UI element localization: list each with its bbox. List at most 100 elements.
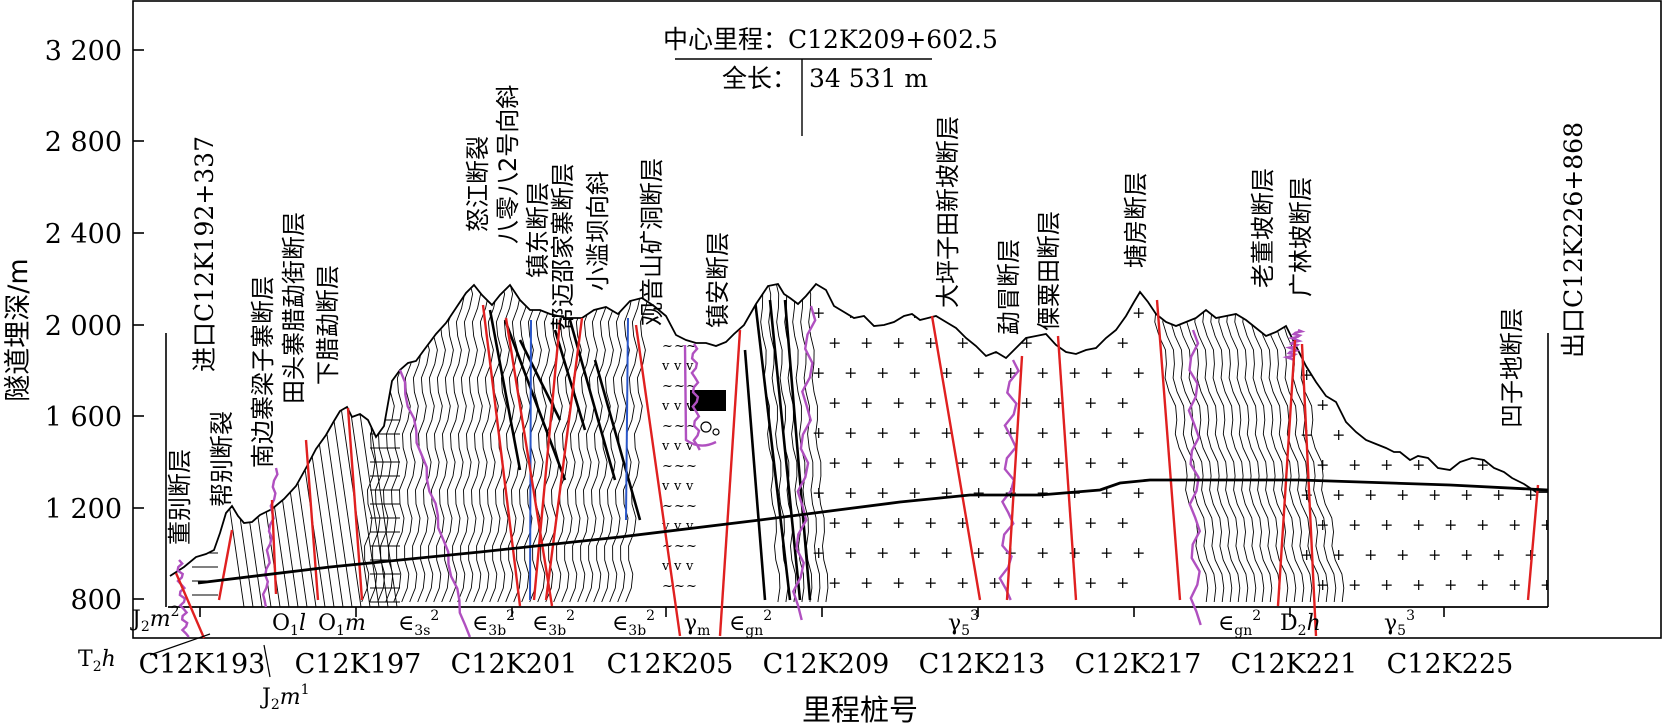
black-fault-stroke (503, 319, 567, 481)
wavy-stroke (609, 284, 634, 603)
hatch-stroke (321, 399, 353, 607)
wavy-stroke (457, 284, 482, 603)
volcanic-mark: ~ (686, 379, 697, 394)
total-length-label: 全长： (722, 64, 797, 93)
granite-mark: + (1036, 543, 1049, 562)
strata-label-gm: γm (684, 611, 710, 639)
fault-lines (174, 299, 1540, 639)
granite-mark: + (828, 513, 841, 532)
exit-label: 出口C12K226+868 (1559, 122, 1588, 358)
rock-patterns: + + + + + + + + + + ++ + + + + + + + ++ + + + + + + + + + ++ + + + + + + + +… (192, 284, 1553, 607)
volcanic-mark: v (661, 359, 670, 374)
granite-mark: + (1036, 363, 1049, 382)
volcanic-mark: ~ (686, 539, 697, 554)
wavy-stroke (625, 284, 650, 603)
granite-mark: + (1396, 365, 1409, 384)
volcanic-mark: v (673, 439, 682, 454)
granite-mark: + (1068, 543, 1081, 562)
wavy-stroke (1236, 284, 1297, 603)
wavy-stroke (1164, 284, 1225, 603)
granite-mark: + (1300, 545, 1313, 564)
volcanic-mark: ~ (686, 459, 697, 474)
contact-line (1187, 329, 1202, 626)
granite-mark: + (1460, 545, 1473, 564)
x-tick-label: C12K205 (607, 649, 734, 680)
granite-mark: + (1348, 395, 1361, 414)
granite-mark: + (908, 363, 921, 382)
granite-mark: + (1476, 455, 1489, 474)
fault-label: 帮迈邵家寨断层 (549, 163, 577, 331)
strata-label-egn2b: ∈gn2 (1218, 608, 1261, 639)
granite-mark: + (1084, 453, 1097, 472)
granite-mark: + (1476, 575, 1489, 594)
granite-mark: + (876, 483, 889, 502)
y-tick-labels: 3 200 2 800 2 400 2 000 1 600 1 200 800 (45, 36, 122, 616)
contact-line (690, 343, 701, 451)
fault-label: 帮别断裂 (208, 411, 236, 507)
fault-label: 老董坡断层 (1249, 168, 1277, 288)
granite-mark: + (1540, 395, 1553, 414)
granite-mark: + (1052, 453, 1065, 472)
granite-mark: + (1444, 515, 1457, 534)
volcanic-mark: v (673, 519, 682, 534)
fault-line (1056, 335, 1078, 601)
fault-line (217, 529, 234, 601)
granite-mark: + (1364, 365, 1377, 384)
black-fault-stroke (488, 309, 522, 471)
granite-mark: + (1508, 455, 1521, 474)
granite-mark: + (844, 423, 857, 442)
wavy-stroke (1156, 284, 1217, 603)
granite-mark: + (1412, 395, 1425, 414)
granite-mark: + (1020, 453, 1033, 472)
granite-mark: + (1396, 425, 1409, 444)
hatch-stroke (348, 399, 380, 607)
wavy-stroke (1196, 284, 1257, 603)
fault-label: 镇东断层 (524, 182, 552, 278)
volcanic-mark: ~ (674, 499, 685, 514)
lithologic-contacts (176, 305, 1306, 638)
granite-mark: + (972, 363, 985, 382)
granite-mark: + (1052, 573, 1065, 592)
wavy-stroke (585, 284, 610, 603)
strata-label-e3s2: ∈3s2 (398, 608, 439, 639)
granite-mark: + (1084, 393, 1097, 412)
sedimentary-hatch-pattern (213, 399, 398, 607)
fault-line (1155, 299, 1182, 601)
granite-mark: + (828, 453, 841, 472)
wavy-stroke (473, 284, 498, 603)
granite-mark: + (876, 363, 889, 382)
entrance-label: 进口C12K192+337 (190, 136, 219, 372)
granite-mark: + (1396, 485, 1409, 504)
volcanic-mark: ~ (662, 459, 673, 474)
black-fault-stroke (518, 339, 562, 421)
granite-mark: + (1332, 365, 1345, 384)
wavy-stroke (393, 284, 418, 603)
strata-label-j2m1: J2m1 (260, 682, 310, 713)
granite-mark: + (1116, 573, 1129, 592)
x-axis (199, 607, 1445, 617)
volcanic-mark: ~ (674, 379, 685, 394)
granite-mark: + (1036, 483, 1049, 502)
granite-mark: + (1380, 575, 1393, 594)
granite-mark: + (972, 543, 985, 562)
granite-mark: + (988, 573, 1001, 592)
granite-mark: + (860, 453, 873, 472)
wavy-stroke (497, 284, 522, 603)
granite-mark: + (1444, 455, 1457, 474)
coal-seam-block (690, 390, 726, 411)
volcanic-mark: v (685, 399, 694, 414)
granite-mark: + (1524, 545, 1537, 564)
volcanic-mark: v (673, 399, 682, 414)
granite-mark: + (988, 453, 1001, 472)
wavy-stroke (401, 284, 426, 603)
x-tick-label: C12K197 (295, 649, 422, 680)
granite-mark: + (1492, 545, 1505, 564)
x-tick-label: C12K221 (1231, 649, 1358, 680)
wavy-stroke (1172, 284, 1233, 603)
fault-label: 傈粟田断层 (1035, 211, 1063, 331)
wavy-stroke (601, 284, 626, 603)
granite-mark: + (1380, 515, 1393, 534)
granite-mark: + (908, 543, 921, 562)
granite-mark: + (1444, 395, 1457, 414)
strata-label-o1l: O1l (272, 611, 306, 639)
